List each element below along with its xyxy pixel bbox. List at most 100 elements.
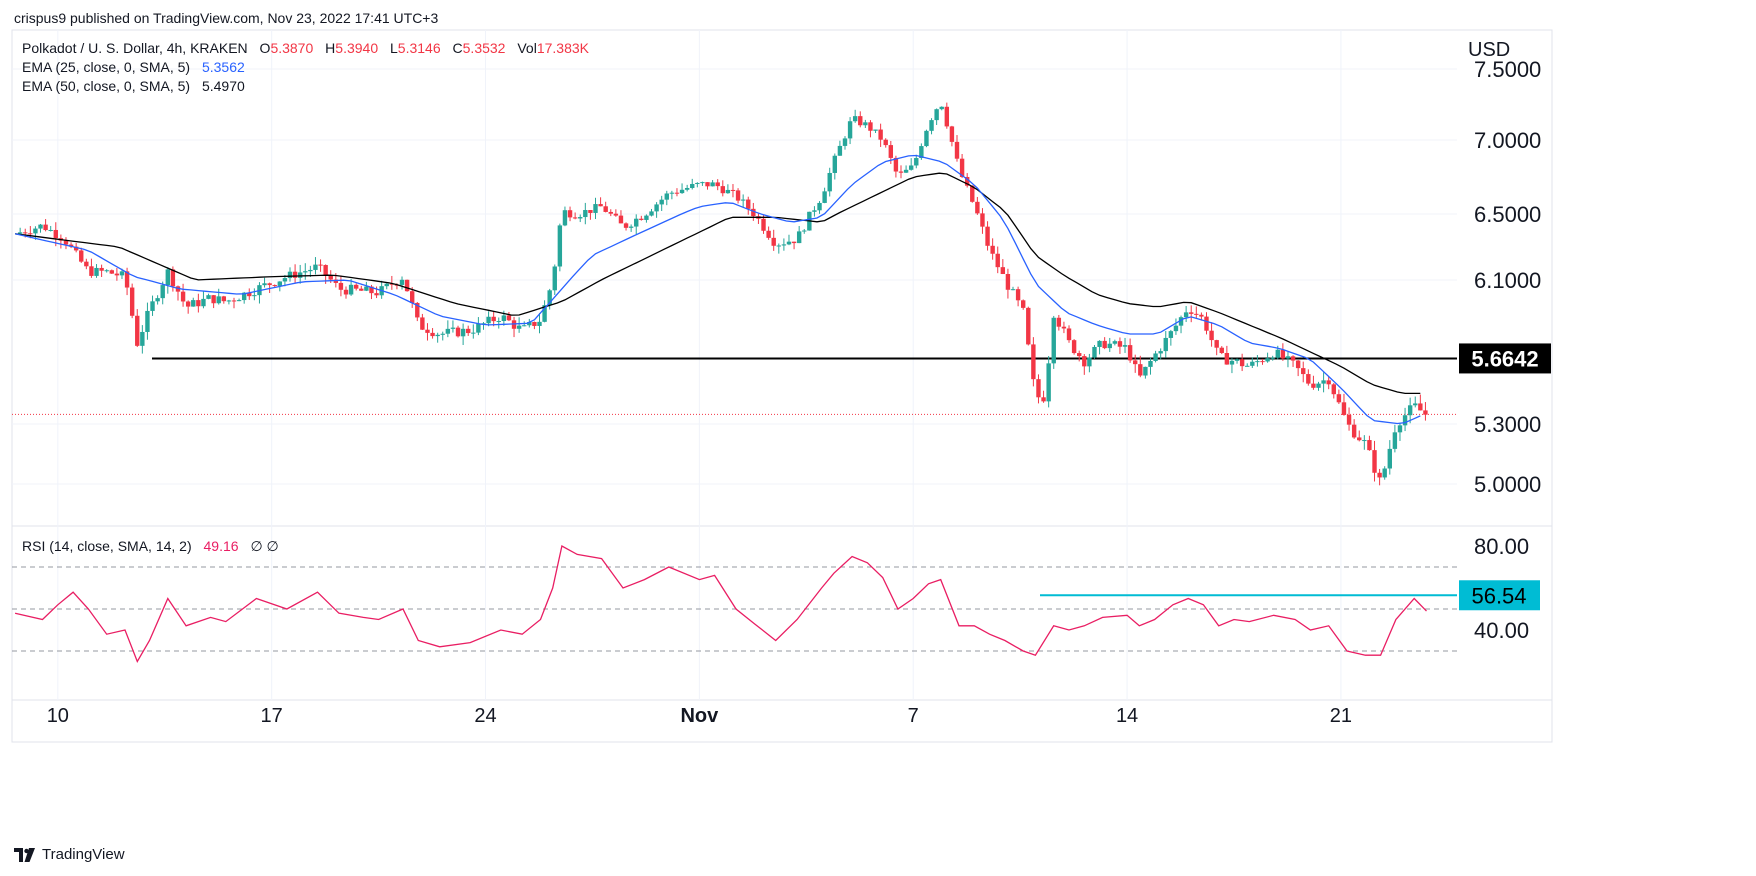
legend-ema25-row: EMA (25, close, 0, SMA, 5) 5.3562 bbox=[22, 59, 247, 75]
ema25-line bbox=[14, 154, 1421, 425]
candle-body bbox=[211, 295, 216, 304]
candle-body bbox=[634, 218, 639, 227]
candle-body bbox=[1153, 353, 1158, 361]
legend-ema50-row: EMA (50, close, 0, SMA, 5) 5.4970 bbox=[22, 78, 247, 94]
candle-body bbox=[995, 253, 1000, 268]
rsi-tick-label: 40.00 bbox=[1474, 618, 1529, 643]
footer-brand[interactable]: TradingView bbox=[14, 846, 125, 863]
candle-body bbox=[695, 182, 700, 184]
candle-body bbox=[883, 139, 888, 146]
candle-body bbox=[1239, 359, 1245, 367]
candle-body bbox=[970, 185, 975, 202]
candle-body bbox=[1372, 450, 1377, 473]
candle-body bbox=[450, 327, 456, 329]
candle-body bbox=[1117, 341, 1123, 347]
candle-body bbox=[735, 190, 741, 201]
candle-body bbox=[389, 283, 395, 285]
candle-body bbox=[878, 129, 883, 140]
candle-body bbox=[664, 193, 669, 200]
rsi-label: RSI (14, close, SMA, 14, 2) bbox=[22, 538, 192, 554]
ema25-label: EMA (25, close, 0, SMA, 5) bbox=[22, 59, 191, 75]
candle-body bbox=[1301, 368, 1306, 375]
candle-body bbox=[588, 210, 593, 213]
candle-body bbox=[980, 213, 985, 227]
candle-body bbox=[654, 204, 659, 212]
candle-body bbox=[48, 229, 53, 231]
candle-body bbox=[104, 270, 109, 272]
candle-body bbox=[679, 189, 685, 194]
candle-body bbox=[471, 332, 476, 334]
candle-body bbox=[1265, 358, 1270, 362]
candle-body bbox=[43, 224, 48, 231]
candle-body bbox=[399, 279, 405, 285]
candle-body bbox=[313, 264, 318, 270]
candle-body bbox=[924, 130, 929, 147]
candle-body bbox=[1005, 274, 1011, 290]
candle-body bbox=[1194, 313, 1199, 315]
candle-body bbox=[1357, 437, 1362, 441]
candle-body bbox=[1331, 384, 1336, 395]
candle-body bbox=[89, 266, 94, 276]
candle-body bbox=[501, 315, 507, 322]
candle-body bbox=[527, 322, 532, 326]
candle-body bbox=[847, 121, 853, 139]
candle-body bbox=[129, 287, 135, 316]
candle-body bbox=[771, 237, 776, 246]
ema50-value: 5.4970 bbox=[201, 78, 245, 94]
close-label: C bbox=[452, 40, 463, 56]
candle-body bbox=[1168, 331, 1174, 338]
candle-body bbox=[791, 241, 797, 244]
candle-body bbox=[812, 210, 817, 212]
candle-body bbox=[990, 245, 995, 254]
candle-body bbox=[1423, 410, 1428, 415]
candle-body bbox=[1051, 317, 1056, 364]
candle-body bbox=[1290, 356, 1296, 361]
rsi-line bbox=[14, 545, 1457, 663]
candle-body bbox=[873, 129, 878, 131]
candle-body bbox=[226, 300, 232, 302]
candle-body bbox=[79, 250, 84, 262]
ema25-value: 5.3562 bbox=[201, 59, 245, 75]
candle-body bbox=[486, 316, 491, 324]
vol-label: Vol bbox=[517, 40, 537, 56]
candle-body bbox=[858, 116, 863, 126]
candle-body bbox=[23, 232, 28, 234]
candle-body bbox=[1377, 472, 1382, 478]
candle-body bbox=[1219, 347, 1224, 353]
candle-body bbox=[53, 229, 58, 239]
candle-body bbox=[140, 331, 145, 346]
candle-body bbox=[822, 191, 827, 203]
price-tick-label: 5.0000 bbox=[1474, 472, 1541, 497]
candle-body bbox=[949, 126, 955, 142]
candle-body bbox=[430, 332, 435, 337]
candle-body bbox=[196, 300, 201, 307]
brand-name: TradingView bbox=[42, 846, 125, 863]
candle-body bbox=[618, 215, 624, 224]
candle-body bbox=[272, 285, 277, 287]
open-label: O bbox=[259, 40, 271, 56]
candle-body bbox=[1127, 345, 1133, 361]
candle-body bbox=[1311, 383, 1316, 388]
candle-body bbox=[562, 210, 568, 226]
candle-body bbox=[1092, 346, 1097, 358]
candle-body bbox=[455, 327, 461, 337]
candle-body bbox=[1178, 317, 1184, 326]
high-value: 5.3940 bbox=[335, 40, 379, 56]
candle-body bbox=[374, 293, 379, 296]
candle-body bbox=[1087, 357, 1092, 367]
candle-body bbox=[348, 284, 354, 295]
candle-body bbox=[1046, 363, 1051, 402]
time-tick-label: 10 bbox=[47, 705, 69, 727]
candle-body bbox=[1061, 326, 1067, 329]
rsi-path bbox=[14, 545, 1427, 663]
low-value: 5.3146 bbox=[397, 40, 441, 56]
candle-body bbox=[185, 301, 191, 307]
candle-body bbox=[1285, 356, 1291, 359]
candle-body bbox=[28, 233, 33, 235]
candle-body bbox=[964, 176, 970, 186]
candle-body bbox=[1346, 414, 1352, 425]
candle-body bbox=[420, 317, 425, 330]
support-price-tag bbox=[1459, 343, 1551, 374]
candle-body bbox=[124, 271, 130, 288]
